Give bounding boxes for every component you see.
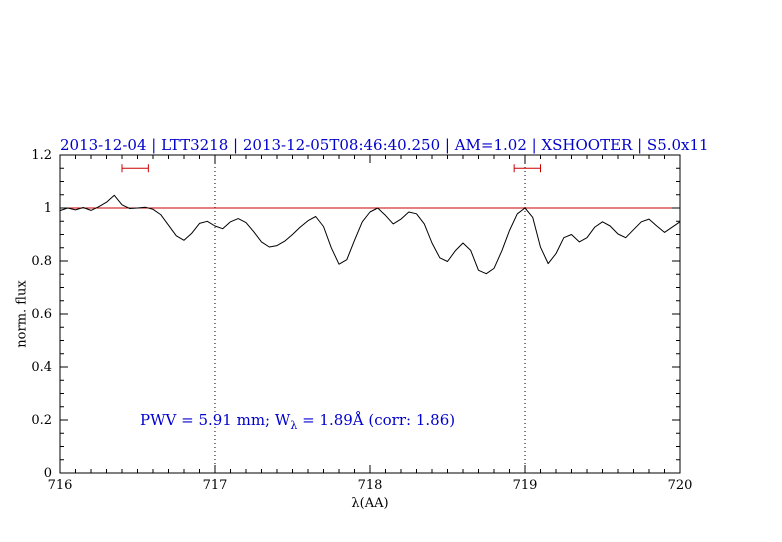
x-tick-label: 719 (513, 478, 538, 493)
x-tick-label: 716 (48, 478, 73, 493)
plot-title: 2013-12-04 | LTT3218 | 2013-12-05T08:46:… (60, 136, 709, 154)
x-axis-label: λ(AA) (351, 496, 389, 511)
pwv-annotation-sub: λ (290, 419, 298, 432)
pwv-annotation-suffix: = 1.89Å (corr: 1.86) (297, 411, 456, 429)
pwv-annotation: PWV = 5.91 mm; Wλ = 1.89Å (corr: 1.86) (140, 411, 455, 432)
x-tick-label: 718 (358, 478, 383, 493)
y-tick-label: 1.2 (31, 148, 52, 163)
spectrum-line (59, 194, 681, 275)
y-tick-label: 0.8 (31, 254, 52, 269)
y-tick-label: 0.4 (31, 360, 52, 375)
y-axis-label: norm. flux (14, 280, 30, 348)
y-tick-label: 0.2 (31, 413, 52, 428)
x-tick-label: 720 (668, 478, 693, 493)
y-tick-label: 0 (44, 466, 52, 481)
pwv-annotation-prefix: PWV = 5.91 mm; W (140, 411, 291, 429)
y-tick-label: 0.6 (31, 307, 52, 322)
x-tick-label: 717 (203, 478, 228, 493)
y-tick-label: 1 (44, 201, 52, 216)
